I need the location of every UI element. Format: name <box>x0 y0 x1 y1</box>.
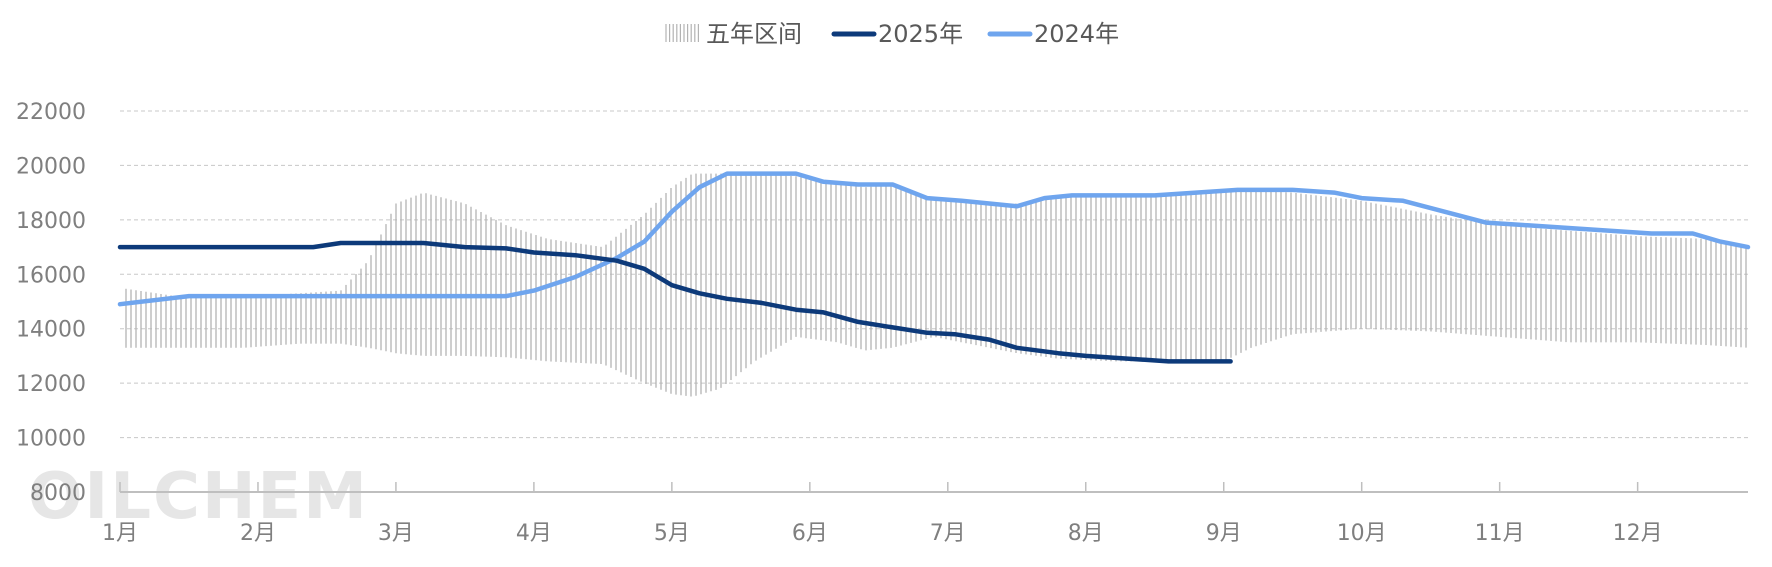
x-tick-label: 11月 <box>1475 521 1525 546</box>
gridlines <box>120 110 1748 439</box>
legend-range-label: 五年区间 <box>706 20 802 48</box>
five-year-range-band <box>125 173 1747 397</box>
y-tick-label: 12000 <box>16 372 86 397</box>
series-line-2024 <box>117 171 1751 307</box>
y-tick-label: 8000 <box>30 481 86 506</box>
x-tick-label: 2月 <box>240 521 276 546</box>
legend-range-swatch <box>665 24 700 42</box>
x-axis-ticks <box>119 482 1639 492</box>
legend: 五年区间 2025年 2024年 <box>665 20 1119 48</box>
x-tick-label: 10月 <box>1337 521 1387 546</box>
x-axis-tick-labels: 1月 2月 3月 4月 5月 6月 7月 8月 9月 10月 11月 12月 <box>102 521 1663 546</box>
y-tick-label: 22000 <box>16 100 86 125</box>
y-tick-label: 16000 <box>16 263 86 288</box>
y-axis-tick-labels: 8000 10000 12000 14000 16000 18000 20000 22000 <box>16 100 86 506</box>
y-tick-label: 14000 <box>16 318 86 343</box>
y-tick-label: 20000 <box>16 154 86 179</box>
x-tick-label: 5月 <box>654 521 690 546</box>
watermark-logo: OILCHEM <box>28 460 369 534</box>
series-line-2025 <box>117 240 1233 364</box>
x-tick-label: 9月 <box>1206 521 1242 546</box>
legend-2025-label: 2025年 <box>878 20 963 48</box>
x-tick-label: 12月 <box>1613 521 1663 546</box>
x-tick-label: 7月 <box>930 521 966 546</box>
x-tick-label: 8月 <box>1068 521 1104 546</box>
y-tick-label: 10000 <box>16 427 86 452</box>
x-tick-label: 1月 <box>102 521 138 546</box>
x-tick-label: 6月 <box>792 521 828 546</box>
legend-2024-label: 2024年 <box>1034 20 1119 48</box>
y-tick-label: 18000 <box>16 209 86 234</box>
x-tick-label: 3月 <box>378 521 414 546</box>
x-tick-label: 4月 <box>516 521 552 546</box>
